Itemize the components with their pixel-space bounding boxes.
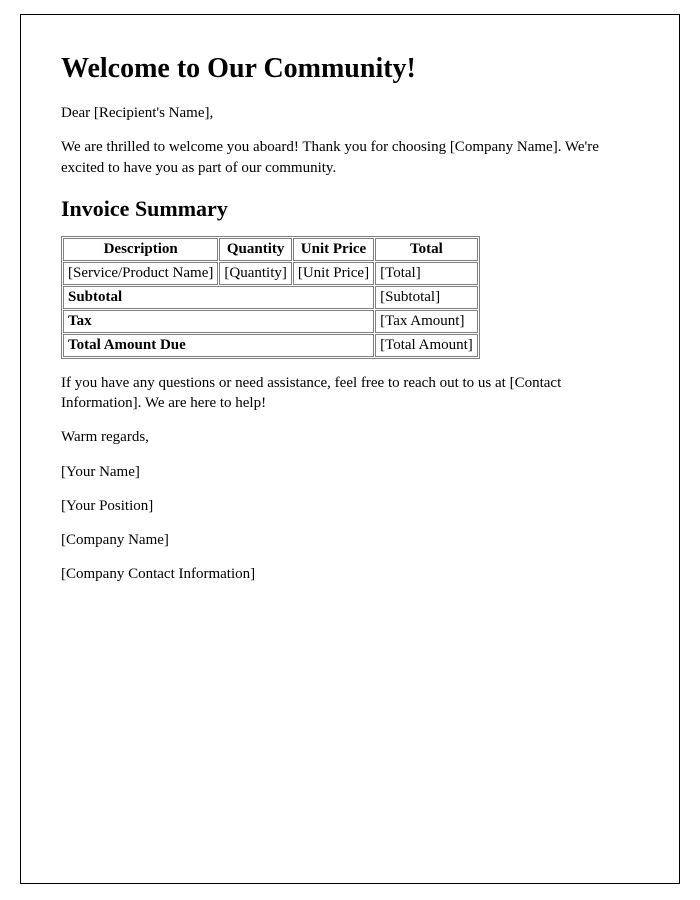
tax-value: [Tax Amount] — [375, 310, 478, 333]
cell-description: [Service/Product Name] — [63, 262, 218, 285]
header-total: Total — [375, 238, 478, 261]
table-row: [Service/Product Name] [Quantity] [Unit … — [63, 262, 478, 285]
table-header-row: Description Quantity Unit Price Total — [63, 238, 478, 261]
page-title: Welcome to Our Community! — [61, 53, 639, 85]
subtotal-value: [Subtotal] — [375, 286, 478, 309]
table-row: Tax [Tax Amount] — [63, 310, 478, 333]
cell-total: [Total] — [375, 262, 478, 285]
intro-paragraph: We are thrilled to welcome you aboard! T… — [61, 137, 639, 178]
greeting-line: Dear [Recipient's Name], — [61, 103, 639, 123]
total-due-label: Total Amount Due — [63, 334, 374, 357]
header-quantity: Quantity — [219, 238, 291, 261]
signature-position: [Your Position] — [61, 496, 639, 516]
table-row: Subtotal [Subtotal] — [63, 286, 478, 309]
document-page: Welcome to Our Community! Dear [Recipien… — [20, 14, 680, 884]
section-title: Invoice Summary — [61, 196, 639, 222]
signature-contact: [Company Contact Information] — [61, 564, 639, 584]
cell-unit-price: [Unit Price] — [293, 262, 374, 285]
header-description: Description — [63, 238, 218, 261]
tax-label: Tax — [63, 310, 374, 333]
closing-line: Warm regards, — [61, 427, 639, 447]
help-paragraph: If you have any questions or need assist… — [61, 373, 639, 414]
header-unit-price: Unit Price — [293, 238, 374, 261]
signature-company: [Company Name] — [61, 530, 639, 550]
cell-quantity: [Quantity] — [219, 262, 291, 285]
signature-name: [Your Name] — [61, 462, 639, 482]
invoice-table: Description Quantity Unit Price Total [S… — [61, 236, 480, 359]
subtotal-label: Subtotal — [63, 286, 374, 309]
total-due-value: [Total Amount] — [375, 334, 478, 357]
table-row: Total Amount Due [Total Amount] — [63, 334, 478, 357]
